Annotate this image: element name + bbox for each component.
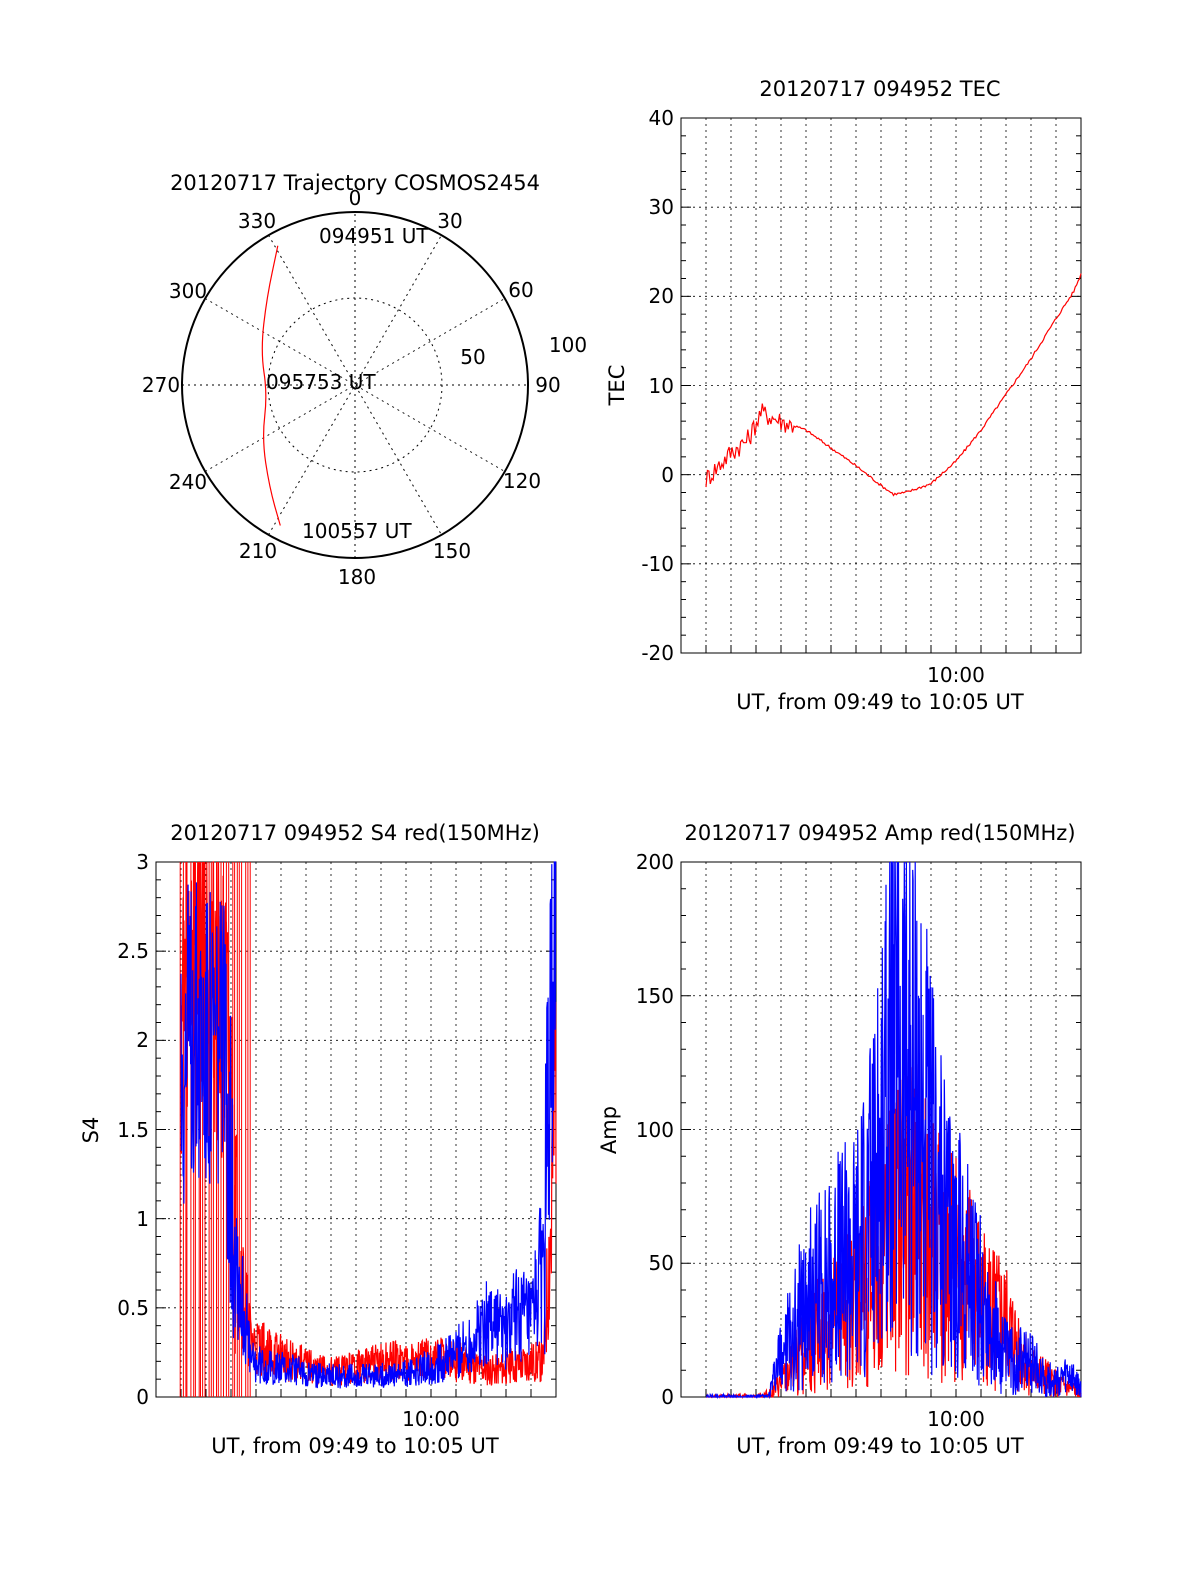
s4-red-series-line xyxy=(180,861,557,1387)
tec-title: 20120717 094952 TEC xyxy=(759,77,1000,101)
tec-ytick-label: 10 xyxy=(649,374,674,398)
angle-label-30: 30 xyxy=(437,209,462,233)
angle-label-150: 150 xyxy=(433,539,471,563)
polar-outer-ring xyxy=(181,211,529,559)
tec-xtick-label: 10:00 xyxy=(927,663,985,687)
tec-plot-frame xyxy=(680,117,1082,654)
s4-ytick-label: 2 xyxy=(136,1028,149,1052)
polar-inner-ring xyxy=(267,297,443,473)
amp-ytick-label: 200 xyxy=(636,850,674,874)
tec-series-line xyxy=(705,273,1082,497)
angle-label-240: 240 xyxy=(169,470,207,494)
angle-label-270: 270 xyxy=(142,373,180,397)
amp-y-ticks: 0 50 100 150 200 xyxy=(636,850,674,1409)
trajectory-mid-label: 095753 UT xyxy=(266,370,376,394)
trajectory-end-label: 100557 UT xyxy=(302,519,412,543)
angle-label-90: 90 xyxy=(535,373,560,397)
tec-ytick-label: 30 xyxy=(649,195,674,219)
tec-grid xyxy=(681,117,1081,654)
angle-label-300: 300 xyxy=(169,279,207,303)
s4-ytick-label: 0.5 xyxy=(117,1296,149,1320)
s4-ytick-label: 2.5 xyxy=(117,939,149,963)
s4-xtick-label: 10:00 xyxy=(402,1407,460,1431)
polar-grid xyxy=(182,212,528,558)
angle-label-120: 120 xyxy=(503,469,541,493)
amp-xtick-label: 10:00 xyxy=(927,1407,985,1431)
trajectory-start-label: 094951 UT xyxy=(319,224,429,248)
angle-label-330: 330 xyxy=(238,209,276,233)
amp-x-axis-label: UT, from 09:49 to 10:05 UT xyxy=(736,1434,1024,1458)
polar-spoke xyxy=(268,234,442,536)
polar-title: 20120717 Trajectory COSMOS2454 xyxy=(170,171,540,195)
tec-ytick-label: -20 xyxy=(641,641,674,665)
tec-x-axis-label: UT, from 09:49 to 10:05 UT xyxy=(736,690,1024,714)
amp-ytick-label: 100 xyxy=(636,1118,674,1142)
s4-x-axis-label: UT, from 09:49 to 10:05 UT xyxy=(211,1434,499,1458)
s4-ytick-label: 3 xyxy=(136,850,149,874)
polar-spoke xyxy=(268,234,442,536)
s4-title: 20120717 094952 S4 red(150MHz) xyxy=(170,821,540,845)
tec-ytick-label: 20 xyxy=(649,284,674,308)
tec-panel: 20120717 094952 TEC -20 -10 0 10 20 30 4… xyxy=(605,77,1082,714)
amp-ytick-label: 150 xyxy=(636,984,674,1008)
polar-trajectory-line xyxy=(261,245,281,526)
radius-label-100: 100 xyxy=(549,333,587,357)
amp-plot-frame xyxy=(680,861,1082,1398)
s4-y-ticks: 0 0.5 1 1.5 2 2.5 3 xyxy=(117,850,149,1409)
tec-ytick-label: 0 xyxy=(661,463,674,487)
tec-y-axis-label: TEC xyxy=(605,365,629,407)
angle-label-180: 180 xyxy=(338,565,376,589)
angle-label-60: 60 xyxy=(508,278,533,302)
polar-spoke xyxy=(204,298,506,472)
amp-red-series-line xyxy=(706,1039,1082,1400)
radius-label-50: 50 xyxy=(460,345,485,369)
s4-grid xyxy=(156,861,556,1398)
amp-ytick-label: 50 xyxy=(649,1251,674,1275)
tec-ytick-label: 40 xyxy=(649,106,674,130)
polar-panel: 20120717 Trajectory COSMOS2454 0 30 60 9… xyxy=(142,171,587,589)
s4-ytick-label: 0 xyxy=(136,1385,149,1409)
angle-label-0: 0 xyxy=(349,186,362,210)
amp-panel: 20120717 094952 Amp red(150MHz) 0 50 100… xyxy=(597,821,1082,1458)
s4-ytick-label: 1.5 xyxy=(117,1118,149,1142)
amp-y-axis-label: Amp xyxy=(597,1106,621,1154)
amp-ytick-label: 0 xyxy=(661,1385,674,1409)
s4-y-axis-label: S4 xyxy=(79,1117,103,1144)
s4-ytick-label: 1 xyxy=(136,1207,149,1231)
polar-angle-labels: 0 30 60 90 120 150 180 210 240 270 300 3… xyxy=(142,186,561,589)
s4-blue-series-line xyxy=(180,861,557,1389)
angle-label-210: 210 xyxy=(239,539,277,563)
amp-title: 20120717 094952 Amp red(150MHz) xyxy=(684,821,1075,845)
s4-panel: 20120717 094952 S4 red(150MHz) 0 0.5 1 1… xyxy=(79,821,557,1458)
amp-blue-series-line xyxy=(706,861,1082,1400)
tec-y-ticks: -20 -10 0 10 20 30 40 xyxy=(641,106,674,665)
polar-spoke xyxy=(204,298,506,472)
tec-ytick-label: -10 xyxy=(641,552,674,576)
